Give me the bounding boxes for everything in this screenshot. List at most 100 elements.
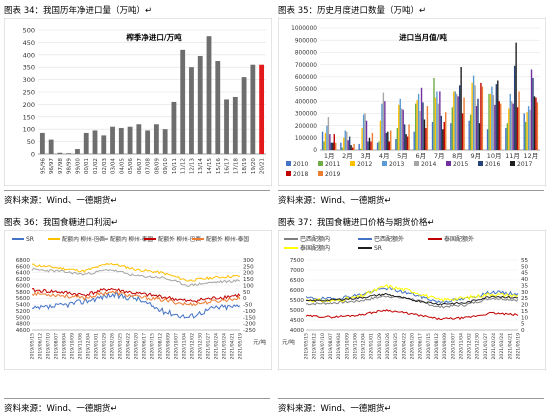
x-tick-label: 97/98: [58, 158, 64, 175]
y-right-tick-label: -50: [243, 303, 253, 309]
y-right-tick-label: -150: [243, 315, 256, 321]
x-tick-label: 12/13: [189, 158, 195, 175]
series-line: [31, 291, 241, 319]
bar: [477, 98, 479, 150]
bar: [478, 123, 481, 150]
caption-fig36: 图表 36：我国食糖进口利润↵: [4, 218, 119, 228]
x-tick-label: 01/02: [93, 158, 99, 174]
y-tick-label: 500000: [295, 87, 317, 93]
y-right-tick-label: -200: [243, 322, 256, 328]
bar: [461, 113, 464, 150]
bar: [75, 149, 80, 154]
y-left-tick-label: 5800: [16, 290, 31, 296]
bar: [495, 84, 498, 150]
bar: [414, 103, 417, 150]
x-tick-label: 2020/10/07: [450, 333, 456, 360]
bar: [379, 120, 382, 150]
bar: [365, 120, 368, 150]
legend-swatch: [318, 171, 323, 176]
legend-label: 2016: [485, 161, 500, 168]
bar: [395, 139, 397, 150]
bar: [469, 114, 472, 150]
bar: [402, 109, 404, 150]
x-tick-label: 02/03: [102, 158, 108, 175]
bar: [417, 93, 420, 150]
bar: [101, 135, 107, 154]
legend-label: 配额外 柳州-巴西: [158, 235, 201, 243]
y-left-tick-label: 6800: [16, 258, 31, 264]
x-tick-label: 2019/07/10: [46, 333, 52, 360]
x-tick-label: 2019/11/06: [352, 333, 358, 360]
bar: [321, 131, 324, 150]
x-tick-label: 14/15: [207, 158, 213, 175]
bar: [535, 97, 537, 150]
y-tick-label: 0: [31, 151, 35, 159]
x-tick-label: 2月: [342, 152, 353, 160]
x-tick-label: 2019/05/15: [304, 333, 310, 360]
bar: [500, 103, 502, 150]
x-tick-label: 2019/12/04: [361, 333, 367, 360]
x-tick-label: 2021/03/24: [222, 333, 228, 360]
bar: [489, 93, 492, 150]
y-right-tick-label: 45: [521, 271, 529, 277]
x-tick-label: 2020/06/17: [418, 333, 424, 360]
y-left-tick-label: 7500: [290, 258, 305, 264]
bar: [361, 128, 363, 150]
x-tick-label: 1月: [324, 152, 335, 160]
y-right-unit: 元/吨: [253, 338, 266, 346]
bar: [367, 141, 369, 150]
bar: [323, 141, 325, 150]
bar: [127, 126, 133, 154]
bar: [524, 121, 527, 150]
x-tick-label: 95/96: [40, 158, 46, 175]
series-line: [31, 287, 241, 303]
bar: [250, 64, 256, 154]
y-tick-label: 400000: [295, 99, 317, 105]
bar: [326, 125, 328, 150]
bar: [332, 142, 334, 150]
y-tick-label: 400: [23, 51, 35, 59]
series-line: [305, 309, 519, 321]
bar: [327, 117, 330, 150]
x-tick-label: 2020/03/25: [118, 333, 124, 360]
legend-swatch: [286, 161, 291, 166]
caption-fig35: 图表 35：历史月度进口数量（万吨）↵: [278, 6, 427, 16]
series-line: [305, 292, 518, 306]
bar: [443, 121, 445, 150]
legend-label: SR: [26, 236, 34, 243]
y-right-tick-label: 15: [521, 309, 529, 315]
bar: [224, 99, 229, 154]
bar: [189, 67, 194, 154]
chart-frame: [4, 230, 272, 370]
x-tick-label: 2019/06/12: [312, 333, 318, 360]
y-left-tick-label: 4000: [290, 328, 305, 334]
bar: [340, 142, 342, 150]
bar: [506, 123, 509, 150]
bar: [376, 142, 379, 150]
chart-fig37-panel: 4000 4500 5000 5500 6000 6500 7000 7500 0 5 10 15 20…: [278, 230, 546, 370]
x-tick-label: 9月: [471, 152, 482, 160]
bar: [527, 106, 530, 150]
bar: [92, 130, 98, 154]
bar: [39, 132, 45, 154]
bar: [353, 143, 355, 150]
y-right-tick-label: 35: [521, 283, 529, 289]
y-right-tick-label: 55: [521, 258, 529, 264]
bar: [381, 103, 383, 150]
x-tick-label: 6月: [416, 152, 427, 160]
x-tick-label: 2021/05/19: [238, 333, 244, 360]
y-right-tick-label: 40: [521, 277, 529, 283]
y-right-tick-label: 25: [521, 296, 529, 302]
bar: [463, 97, 465, 150]
x-tick-label: 2019/08/07: [328, 333, 334, 360]
x-tick-label: 2019/09/04: [62, 333, 68, 360]
y-tick-label: 700000: [295, 63, 317, 69]
legend-swatch: [510, 161, 515, 166]
y-left-tick-label: 6400: [16, 271, 31, 277]
x-tick-label: 2020/04/22: [126, 333, 132, 360]
y-left-tick-label: 6000: [16, 283, 31, 289]
x-tick-label: 07/08: [146, 158, 152, 175]
y-tick-label: 300000: [295, 112, 317, 118]
x-tick-label: 2021/03/24: [499, 333, 505, 360]
bar: [515, 42, 517, 150]
